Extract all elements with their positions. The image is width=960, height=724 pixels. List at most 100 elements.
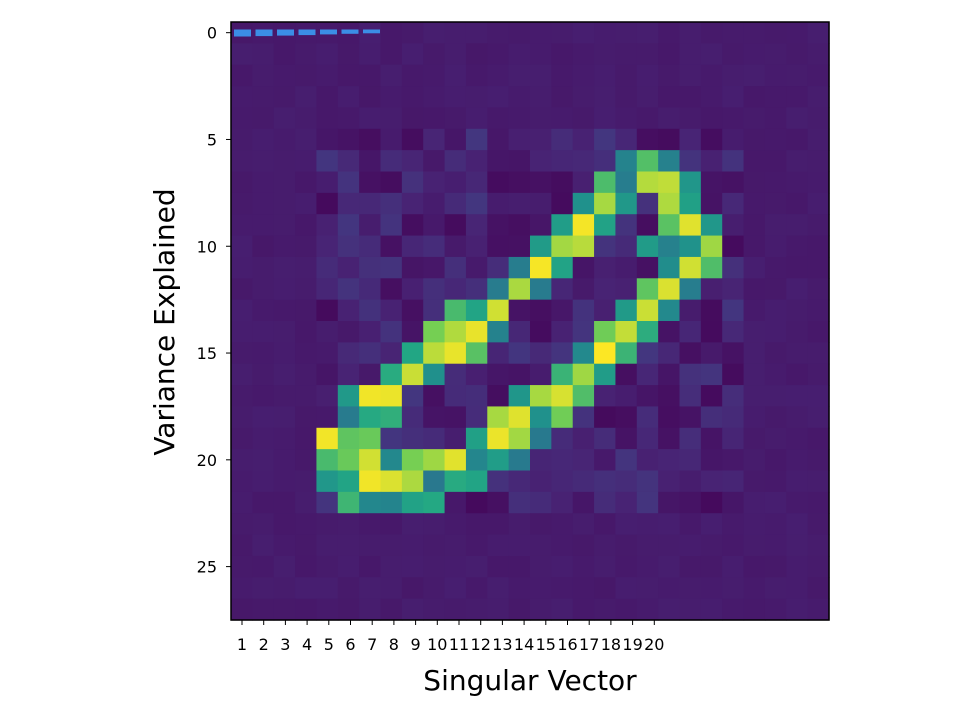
heatmap-cell: [231, 278, 253, 301]
heatmap-cell: [231, 256, 253, 279]
heatmap-cell: [295, 470, 318, 493]
heatmap-cell: [530, 171, 552, 194]
heatmap-cell: [423, 406, 446, 429]
heatmap-cell: [572, 449, 595, 472]
heatmap-cell: [786, 385, 809, 408]
heatmap-cell: [508, 64, 531, 87]
heatmap-cell: [615, 598, 638, 621]
heatmap-cell: [401, 470, 424, 493]
heatmap-cell: [615, 449, 638, 472]
heatmap-cell: [231, 214, 253, 237]
heatmap-cell: [722, 43, 745, 66]
heatmap-cell: [722, 235, 745, 258]
heatmap-cell: [530, 43, 552, 66]
heatmap-cell: [530, 256, 552, 279]
heatmap-cell: [231, 86, 253, 109]
heatmap-cell: [700, 513, 723, 536]
heatmap-cell: [508, 86, 531, 109]
heatmap-cell: [807, 22, 830, 44]
heatmap-cell: [764, 278, 787, 301]
heatmap-cell: [401, 321, 424, 343]
heatmap-cell: [401, 513, 424, 536]
heatmap-cell: [807, 555, 830, 578]
heatmap-cell: [465, 299, 488, 322]
variance-bar: [234, 29, 251, 37]
heatmap-cell: [359, 214, 382, 237]
heatmap-cell: [401, 491, 424, 514]
heatmap-cell: [401, 406, 424, 429]
heatmap-cell: [636, 555, 659, 578]
heatmap-cell: [530, 406, 552, 429]
heatmap-cell: [764, 555, 787, 578]
heatmap-cell: [658, 470, 681, 493]
heatmap-cell: [359, 385, 382, 408]
heatmap-cell: [316, 192, 339, 215]
y-axis-label: Variance Explained: [148, 188, 181, 455]
heatmap-cell: [487, 321, 510, 343]
heatmap-cell: [231, 150, 253, 173]
heatmap-cell: [551, 22, 574, 44]
heatmap-cell: [252, 128, 275, 151]
heatmap-cell: [807, 171, 830, 194]
heatmap-cell: [700, 171, 723, 194]
heatmap-cell: [594, 363, 617, 386]
heatmap-cell: [487, 192, 510, 215]
heatmap-cell: [615, 43, 638, 66]
heatmap-cell: [786, 449, 809, 472]
heatmap-cell: [231, 555, 253, 578]
heatmap-cell: [465, 598, 488, 621]
heatmap-cell: [380, 192, 403, 215]
heatmap-cell: [551, 107, 574, 130]
heatmap-cell: [359, 107, 382, 130]
heatmap-cell: [508, 150, 531, 173]
heatmap-cell: [487, 150, 510, 173]
heatmap-cell: [231, 449, 253, 472]
heatmap-cell: [444, 513, 467, 536]
heatmap-cell: [231, 534, 253, 557]
heatmap-cell: [465, 555, 488, 578]
heatmap-cell: [743, 299, 766, 322]
heatmap-cell: [508, 427, 531, 450]
heatmap-cell: [636, 321, 659, 343]
variance-bar: [277, 29, 294, 36]
heatmap-cell: [295, 555, 318, 578]
heatmap-cell: [465, 427, 488, 450]
x-tick-label: 18: [601, 635, 621, 654]
heatmap-cell: [231, 598, 253, 621]
heatmap-cell: [295, 577, 318, 600]
heatmap-cell: [465, 214, 488, 237]
heatmap-cell: [786, 598, 809, 621]
heatmap-cell: [572, 321, 595, 343]
heatmap-cell: [679, 385, 702, 408]
heatmap-cell: [679, 598, 702, 621]
heatmap-cell: [465, 171, 488, 194]
heatmap-cell: [337, 43, 360, 66]
heatmap-cell: [679, 299, 702, 322]
heatmap-cell: [700, 256, 723, 279]
heatmap-cell: [722, 363, 745, 386]
heatmap-cell: [295, 427, 318, 450]
heatmap-cell: [764, 22, 787, 44]
heatmap-cell: [337, 513, 360, 536]
heatmap-cell: [273, 128, 296, 151]
heatmap-cell: [401, 427, 424, 450]
heatmap-cell: [252, 107, 275, 130]
heatmap-cell: [679, 321, 702, 343]
heatmap-cell: [530, 534, 552, 557]
heatmap-cell: [594, 235, 617, 258]
heatmap-cell: [594, 128, 617, 151]
heatmap-cell: [316, 513, 339, 536]
heatmap-cell: [764, 171, 787, 194]
heatmap-cell: [764, 214, 787, 237]
heatmap-cell: [273, 278, 296, 301]
heatmap-cell: [423, 299, 446, 322]
heatmap-cell: [273, 385, 296, 408]
heatmap-cell: [572, 385, 595, 408]
heatmap-cell: [337, 449, 360, 472]
heatmap-cell: [444, 321, 467, 343]
heatmap-cell: [316, 86, 339, 109]
heatmap-cell: [807, 256, 830, 279]
heatmap-cell: [700, 278, 723, 301]
heatmap-cell: [679, 534, 702, 557]
heatmap-cell: [295, 43, 318, 66]
